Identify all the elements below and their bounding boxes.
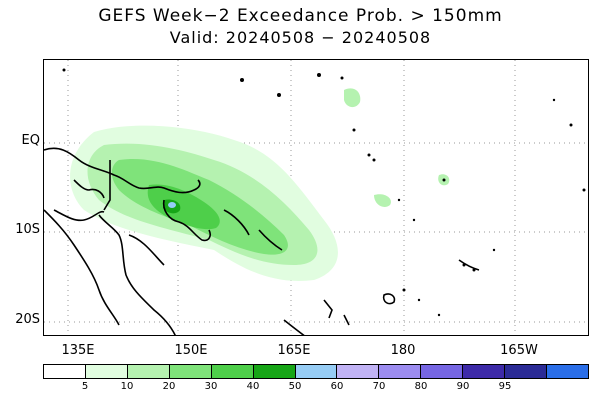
colorbar-label: 95 (498, 381, 512, 392)
colorbar-swatch (85, 365, 128, 378)
islands (62, 68, 586, 317)
lat-label-eq: EQ (21, 133, 40, 148)
colorbar-label: 20 (162, 381, 176, 392)
lat-label-20s: 20S (15, 312, 40, 327)
colorbar-swatch (421, 365, 464, 378)
coastlines (44, 147, 480, 335)
colorbar-label: 80 (414, 381, 428, 392)
map-panel (43, 59, 589, 336)
colorbar-swatch (337, 365, 380, 378)
lon-label-135e: 135E (61, 343, 95, 358)
probability-shading (70, 88, 450, 281)
colorbar-label: 40 (246, 381, 260, 392)
colorbar-swatch (379, 365, 422, 378)
colorbar-swatch (295, 365, 338, 378)
colorbar (43, 364, 589, 379)
colorbar-swatch (505, 365, 548, 378)
map-subtitle: Valid: 20240508 − 20240508 (169, 28, 432, 47)
colorbar-label: 30 (204, 381, 218, 392)
colorbar-swatch (463, 365, 506, 378)
lat-label-10s: 10S (15, 222, 40, 237)
lon-label-165e: 165E (277, 343, 311, 358)
colorbar-label: 90 (456, 381, 470, 392)
map-title: GEFS Week−2 Exceedance Prob. > 150mm (98, 6, 503, 26)
lon-label-150e: 150E (174, 343, 208, 358)
colorbar-swatch (44, 365, 86, 378)
lon-label-180: 180 (390, 343, 416, 358)
colorbar-swatch (211, 365, 254, 378)
colorbar-label: 10 (120, 381, 134, 392)
colorbar-label: 60 (330, 381, 344, 392)
colorbar-label: 50 (288, 381, 302, 392)
colorbar-swatch (127, 365, 170, 378)
colorbar-label: 5 (81, 381, 89, 392)
colorbar-swatch (547, 365, 588, 378)
map-canvas (44, 60, 588, 335)
lon-label-165w: 165W (500, 343, 538, 358)
colorbar-swatch (169, 365, 212, 378)
colorbar-swatch (253, 365, 296, 378)
colorbar-label: 70 (372, 381, 386, 392)
